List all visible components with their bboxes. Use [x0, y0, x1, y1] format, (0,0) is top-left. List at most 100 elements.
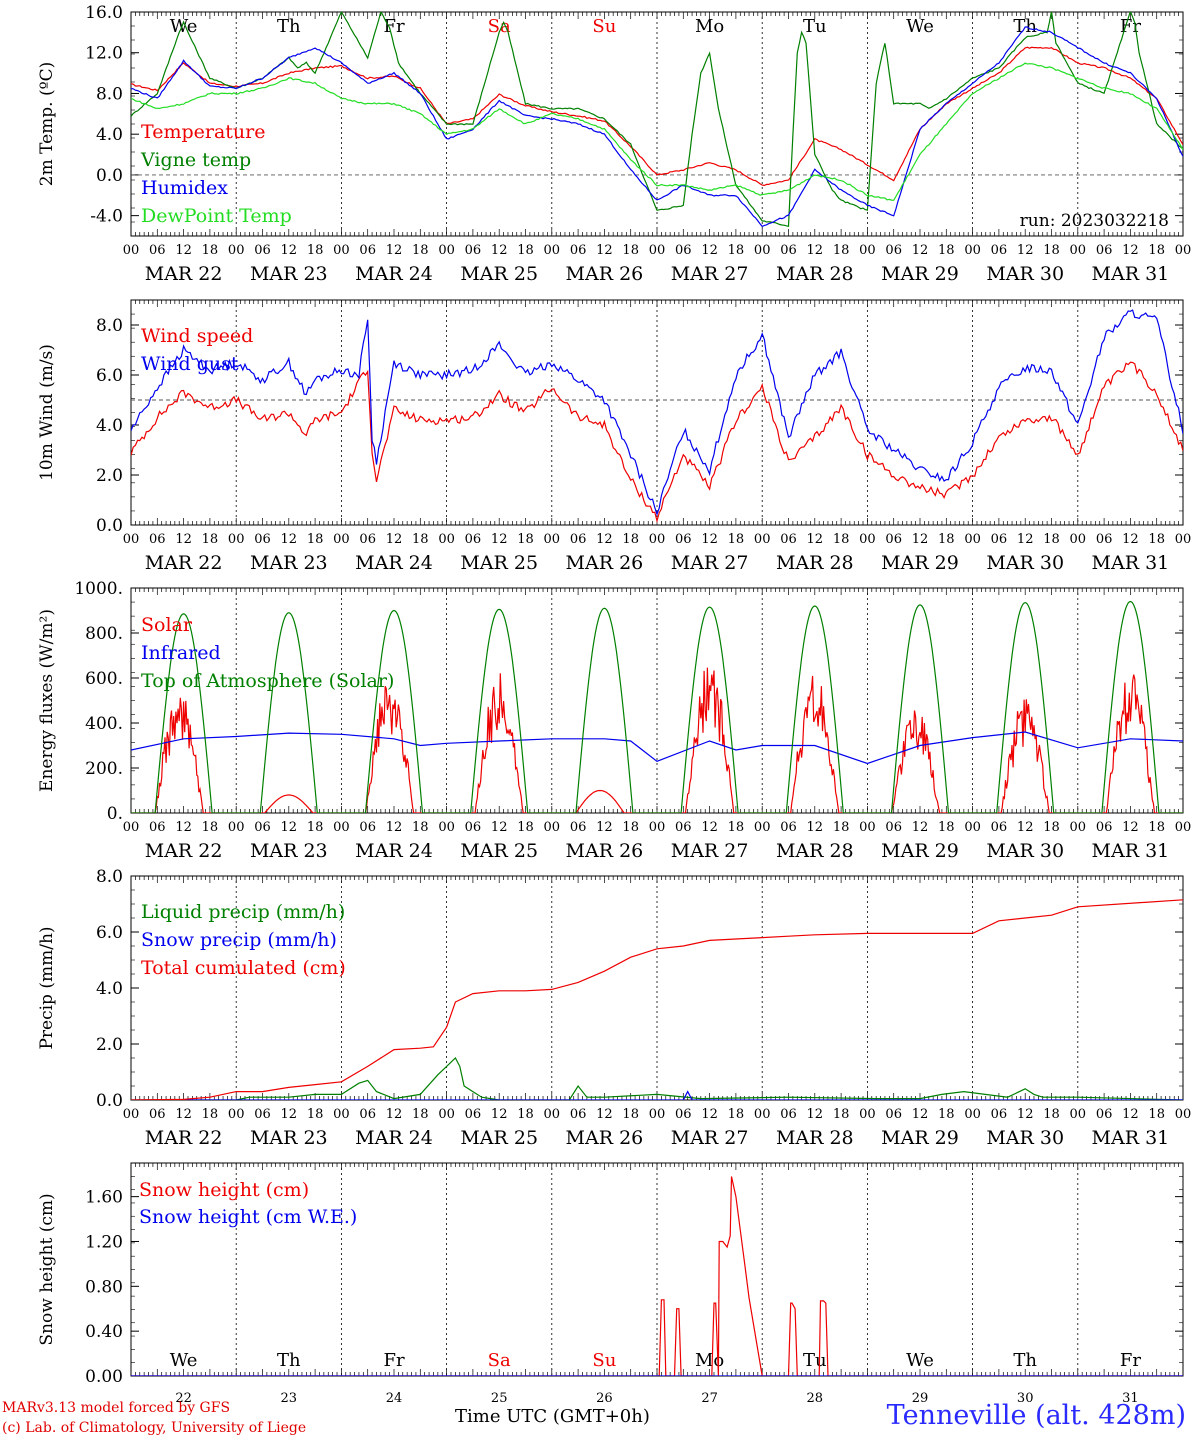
y-axis-label: Snow height (cm): [37, 1193, 57, 1345]
date-label: MAR 22: [145, 840, 223, 862]
hour-tick-label: 12: [807, 820, 824, 835]
hour-tick-label: 12: [912, 820, 929, 835]
legend-entry: Solar: [141, 614, 193, 636]
hour-tick-label: 00: [964, 243, 981, 258]
hour-tick-label: 18: [938, 820, 955, 835]
y-tick-label: 400.: [85, 714, 123, 734]
date-label: MAR 24: [355, 1127, 433, 1149]
y-tick-label: 600.: [85, 669, 123, 689]
hour-tick-label: 06: [885, 1107, 902, 1122]
series-group: [131, 1176, 1183, 1376]
weekday-label: Th: [277, 16, 301, 37]
hour-tick-label: 18: [622, 243, 639, 258]
weekday-label: We: [906, 16, 934, 37]
hour-tick-label: 12: [491, 1107, 508, 1122]
hour-tick-label: 12: [596, 820, 613, 835]
hour-tick-label: 12: [281, 532, 298, 547]
date-label: MAR 26: [566, 552, 644, 574]
hour-tick-label: 00: [1070, 820, 1087, 835]
y-tick-label: 0.40: [85, 1322, 123, 1342]
hour-tick-label: 12: [1017, 820, 1034, 835]
hour-tick-label: 06: [570, 243, 587, 258]
date-label: MAR 29: [881, 263, 959, 285]
date-label: MAR 28: [776, 840, 854, 862]
hour-tick-label: 00: [1070, 1107, 1087, 1122]
weekday-label: Th: [1013, 1350, 1037, 1371]
hour-tick-label: 00: [123, 820, 140, 835]
panel-3: 1000. 800. 600. 400. 200. 0. Energy fluxes (W/…: [37, 579, 1191, 862]
series-line: [131, 26, 1183, 228]
day-number-label: 31: [1122, 1391, 1139, 1406]
weekday-label: Sa: [488, 1350, 511, 1371]
hour-tick-label: 18: [412, 820, 429, 835]
date-label: MAR 31: [1092, 263, 1170, 285]
y-tick-label: 6.0: [96, 366, 123, 386]
hour-tick-label: 12: [175, 820, 192, 835]
hour-tick-label: 18: [1043, 243, 1060, 258]
panel-1: 16.0 12.0 8.0 4.0 0.0 -4.0 2m Temp. (ºC) 00 06 12…: [37, 3, 1191, 285]
hour-tick-label: 18: [833, 243, 850, 258]
hour-tick-label: 00: [1175, 820, 1192, 835]
time-axis-label: Time UTC (GMT+0h): [455, 1406, 650, 1427]
hour-tick-label: 12: [701, 532, 718, 547]
date-label: MAR 26: [566, 1127, 644, 1149]
date-label: MAR 30: [986, 840, 1064, 862]
hour-tick-label: 18: [622, 820, 639, 835]
hour-tick-label: 06: [991, 532, 1008, 547]
day-number-label: 30: [1017, 1391, 1034, 1406]
day-number-label: 28: [807, 1391, 824, 1406]
hour-tick-label: 06: [254, 820, 271, 835]
legend-entry: Humidex: [141, 177, 228, 199]
date-label: MAR 27: [671, 1127, 749, 1149]
hour-tick-label: 18: [622, 1107, 639, 1122]
date-label: MAR 31: [1092, 552, 1170, 574]
hour-tick-label: 06: [780, 820, 797, 835]
weekday-label: Su: [592, 1350, 616, 1371]
hour-tick-label: 12: [386, 532, 403, 547]
date-label: MAR 30: [986, 1127, 1064, 1149]
date-label: MAR 26: [566, 263, 644, 285]
hour-tick-label: 12: [175, 1107, 192, 1122]
date-label: MAR 25: [460, 552, 538, 574]
hour-tick-label: 06: [254, 243, 271, 258]
date-label: MAR 25: [460, 840, 538, 862]
y-tick-label: 0.0: [96, 1091, 123, 1111]
series-line: [131, 361, 1183, 524]
hour-tick-label: 00: [438, 243, 455, 258]
hour-tick-label: 18: [938, 243, 955, 258]
weekday-label: Fr: [383, 1350, 404, 1371]
series-line: [131, 667, 1183, 813]
y-tick-label: 4.0: [96, 125, 123, 145]
hour-tick-label: 06: [675, 1107, 692, 1122]
weekday-label: Sa: [488, 16, 511, 37]
legend-entry: Top of Atmosphere (Solar): [141, 670, 394, 692]
hour-tick-label: 06: [780, 243, 797, 258]
date-label: MAR 23: [250, 263, 328, 285]
hour-tick-label: 18: [1148, 820, 1165, 835]
legend-entry: Temperature: [141, 121, 265, 143]
hour-tick-label: 18: [728, 243, 745, 258]
hour-tick-label: 00: [228, 820, 245, 835]
y-axis-label: 10m Wind (m/s): [37, 344, 57, 481]
date-label: MAR 30: [986, 263, 1064, 285]
series-line: [131, 899, 1183, 1100]
hour-tick-label: 00: [544, 243, 561, 258]
hour-tick-label: 06: [570, 532, 587, 547]
hour-tick-label: 12: [807, 1107, 824, 1122]
hour-tick-label: 00: [964, 820, 981, 835]
hour-tick-label: 00: [859, 243, 876, 258]
series-line: [131, 62, 1183, 201]
station-name: Tenneville (alt. 428m): [886, 1400, 1186, 1431]
hour-tick-label: 12: [1017, 243, 1034, 258]
series-group: [131, 600, 1183, 813]
y-tick-label: -4.0: [90, 207, 123, 227]
day-number-label: 22: [175, 1391, 192, 1406]
legend-entry: Snow height (cm): [139, 1179, 309, 1201]
y-tick-label: 0.0: [96, 166, 123, 186]
y-tick-label: 0.80: [85, 1277, 123, 1297]
hour-tick-label: 00: [228, 1107, 245, 1122]
series-line: [131, 731, 1183, 765]
date-label: MAR 28: [776, 1127, 854, 1149]
hour-tick-label: 00: [333, 532, 350, 547]
date-label: MAR 26: [566, 840, 644, 862]
